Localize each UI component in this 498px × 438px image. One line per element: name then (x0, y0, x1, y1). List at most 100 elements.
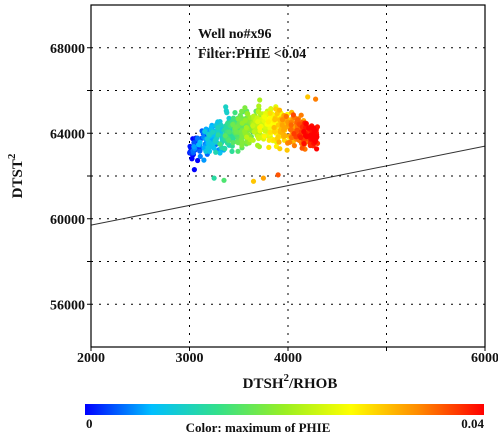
x-tick-label: 2000 (77, 351, 105, 366)
data-point (230, 140, 236, 146)
data-point (211, 145, 217, 151)
data-point (275, 134, 281, 140)
data-point (187, 143, 193, 149)
data-point (267, 110, 273, 116)
data-point (215, 124, 221, 131)
data-point (262, 128, 268, 134)
data-point (239, 108, 245, 114)
data-point (287, 139, 293, 145)
data-point (206, 148, 213, 154)
data-point (195, 157, 201, 164)
y-axis-label: DTST2 (6, 153, 26, 198)
data-point (255, 119, 261, 125)
data-point (288, 122, 294, 128)
data-point (301, 129, 307, 135)
data-point (291, 143, 297, 149)
data-point (210, 129, 216, 135)
y-axis-label-base: DTST (10, 159, 26, 198)
colorbar-max-label: 0.04 (461, 416, 484, 431)
data-point (212, 138, 218, 144)
data-point (244, 134, 250, 140)
grid-lines (91, 5, 485, 347)
data-point (298, 134, 304, 141)
x-tick-label: 6000 (471, 351, 498, 366)
data-point (242, 105, 248, 111)
data-point (266, 137, 272, 143)
data-point (301, 141, 307, 147)
data-point (201, 157, 207, 163)
data-point (306, 125, 312, 131)
y-tick-label: 64000 (50, 127, 85, 142)
x-tick-label: 3000 (176, 351, 204, 366)
data-point (203, 148, 209, 154)
data-point (235, 116, 241, 122)
data-point (250, 137, 256, 143)
data-point (222, 146, 228, 152)
data-point (232, 124, 238, 130)
data-point (277, 107, 283, 113)
data-point (221, 177, 227, 183)
x-axis-label: DTSH2/RHOB (243, 372, 338, 392)
data-point (239, 139, 245, 145)
data-point (260, 175, 266, 181)
annotation-filter: Filter:PHIE <0.04 (198, 47, 306, 62)
data-point (224, 110, 230, 116)
data-point (291, 131, 297, 137)
data-point (250, 178, 257, 184)
x-axis-label-sup: 2 (284, 372, 290, 384)
data-point (288, 134, 295, 141)
data-point (242, 117, 248, 123)
y-axis-label-sup: 2 (6, 153, 18, 159)
data-point (298, 112, 304, 118)
data-points (187, 94, 321, 184)
data-point (310, 125, 317, 131)
data-point (251, 129, 257, 135)
data-point (282, 133, 288, 139)
data-point (197, 153, 203, 159)
data-point (284, 147, 290, 153)
data-point (243, 125, 249, 131)
data-point (283, 113, 289, 119)
data-point (233, 129, 239, 135)
data-point (223, 104, 229, 110)
data-point (313, 96, 319, 102)
data-point (191, 140, 197, 146)
data-point (305, 94, 311, 100)
data-point (215, 132, 221, 138)
data-point (256, 103, 262, 109)
annotation-well: Well no#x96 (198, 27, 272, 42)
data-point (204, 136, 210, 142)
data-point (235, 148, 241, 154)
data-point (294, 127, 300, 133)
x-tick-label: 4000 (274, 351, 302, 366)
data-point (213, 149, 219, 155)
data-point (255, 142, 261, 148)
data-point (273, 106, 279, 112)
data-point (267, 129, 273, 135)
x-axis-label-base: DTSH (243, 376, 284, 392)
data-point (232, 110, 238, 116)
data-point (266, 144, 272, 150)
data-point (197, 139, 203, 145)
data-point (299, 145, 305, 151)
x-axis-ticks: 2000 3000 4000 6000 (77, 347, 498, 366)
data-point (222, 133, 228, 139)
data-point (312, 139, 318, 145)
data-point (245, 111, 251, 117)
data-point (211, 175, 217, 181)
y-axis-ticks: 56000 60000 64000 68000 (50, 42, 91, 313)
data-point (276, 139, 282, 145)
data-point (229, 148, 235, 154)
data-point (230, 115, 236, 121)
data-point (279, 122, 285, 128)
data-point (217, 141, 223, 147)
data-point (271, 129, 277, 135)
data-point (279, 117, 286, 123)
data-point (217, 150, 223, 156)
colorbar-min-label: 0 (86, 416, 93, 431)
data-point (288, 127, 294, 133)
data-point (314, 146, 320, 152)
data-point (257, 97, 263, 103)
data-point (261, 133, 267, 139)
